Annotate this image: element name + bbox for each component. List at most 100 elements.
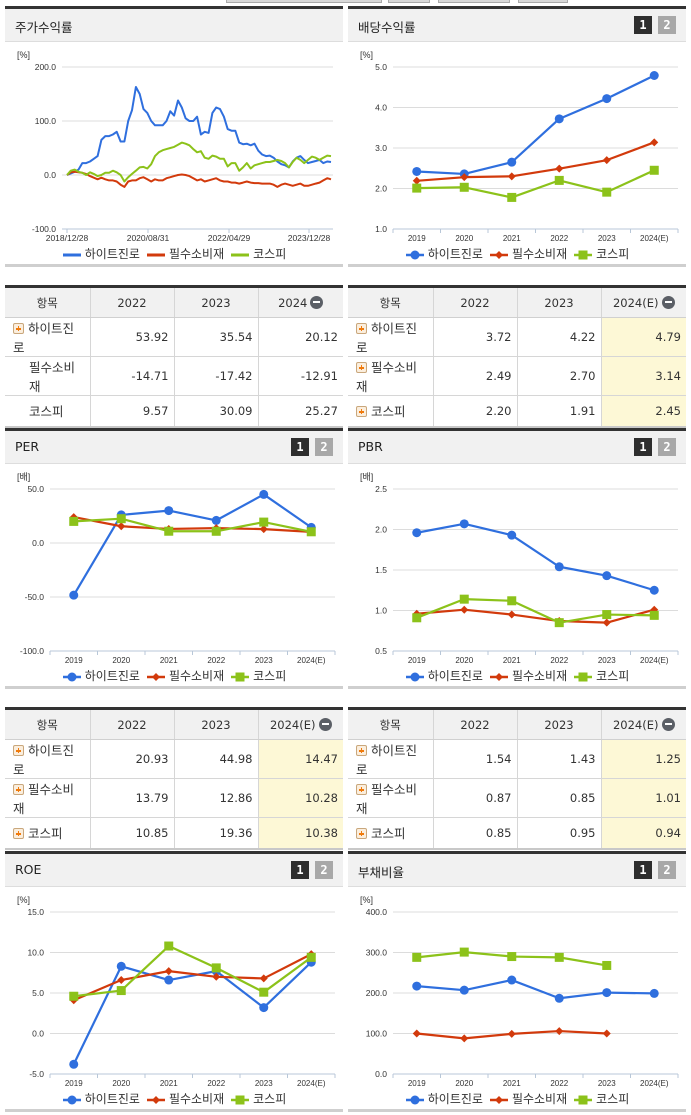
data-point-square xyxy=(578,1095,588,1104)
collapse-minus-icon[interactable] xyxy=(661,717,675,731)
collapse-minus-icon[interactable] xyxy=(318,717,332,731)
y-tick-label: 1.0 xyxy=(375,224,387,234)
row-label[interactable]: 코스피 xyxy=(348,395,434,427)
legend-item[interactable]: 필수소비재 xyxy=(146,667,224,684)
y-tick-label: 300.0 xyxy=(366,948,388,958)
page-1-button[interactable]: 1 xyxy=(291,861,309,879)
legend-item[interactable]: 코스피 xyxy=(573,245,629,262)
table-row: 하이트진로 53.92 35.54 20.12 xyxy=(5,317,343,357)
legend-item[interactable]: 코스피 xyxy=(230,667,286,684)
pbr-panel: PBR 1 2 [배] 2.5 2.0 1.5 1.0 0.5 2019 2020 2021 20… xyxy=(348,428,686,689)
cell-value: -14.71 xyxy=(90,356,175,396)
page-2-button[interactable]: 2 xyxy=(315,438,333,456)
column-header-year: 2024(E) xyxy=(601,286,686,318)
legend-item[interactable]: 코스피 xyxy=(230,1090,286,1107)
row-label[interactable]: 필수소비재 xyxy=(348,778,434,818)
expand-plus-icon[interactable] xyxy=(356,406,367,418)
top-tab[interactable] xyxy=(518,0,568,3)
x-tick-label: 2019 xyxy=(408,234,426,243)
top-tab[interactable] xyxy=(388,0,430,3)
legend-item[interactable]: 코스피 xyxy=(573,1090,629,1107)
legend-item[interactable]: 하이트진로 xyxy=(62,667,140,684)
top-tab[interactable] xyxy=(226,0,382,3)
y-tick-label: 100.0 xyxy=(366,1029,388,1039)
legend-label: 필수소비재 xyxy=(168,669,225,683)
row-label[interactable]: 하이트진로 xyxy=(348,739,434,779)
data-point-circle xyxy=(259,1003,269,1013)
legend-item[interactable]: 하이트진로 xyxy=(405,667,483,684)
cell-value: 0.87 xyxy=(433,778,518,818)
y-tick-label: 2.0 xyxy=(375,525,387,535)
legend-item[interactable]: 코스피 xyxy=(573,667,629,684)
page-2-button[interactable]: 2 xyxy=(658,16,676,34)
row-label[interactable]: 필수소비재 xyxy=(5,778,91,818)
y-tick-label: 5.0 xyxy=(375,62,387,72)
legend-item[interactable]: 하이트진로 xyxy=(62,245,140,262)
legend-item[interactable]: 하이트진로 xyxy=(62,1090,140,1107)
column-header-year: 2023 xyxy=(174,286,259,318)
data-point-diamond xyxy=(412,176,421,185)
unit-label: [배] xyxy=(17,472,30,482)
x-tick-label: 2021 xyxy=(503,656,521,665)
cell-value: 14.47 xyxy=(258,739,343,779)
x-tick-label: 2022 xyxy=(550,234,568,243)
page-1-button[interactable]: 1 xyxy=(291,438,309,456)
y-tick-label: -100.0 xyxy=(20,646,44,656)
data-point-diamond xyxy=(494,250,503,259)
legend-item[interactable]: 코스피 xyxy=(230,245,286,262)
cell-value: 2.70 xyxy=(517,356,602,396)
legend-item[interactable]: 필수소비재 xyxy=(146,1090,224,1107)
legend-label: 코스피 xyxy=(253,1092,287,1106)
data-point-diamond xyxy=(555,164,564,173)
y-tick-label: 1.0 xyxy=(375,606,387,616)
expand-plus-icon[interactable] xyxy=(356,323,367,334)
y-tick-label: 1.5 xyxy=(375,565,387,575)
row-label[interactable]: 코스피 xyxy=(348,817,434,849)
series-1 xyxy=(69,950,316,1005)
series-line xyxy=(66,141,332,183)
page-2-button[interactable]: 2 xyxy=(315,861,333,879)
expand-plus-icon[interactable] xyxy=(356,745,367,756)
legend-item[interactable]: 필수소비재 xyxy=(489,1090,567,1107)
column-header-item: 항목 xyxy=(348,708,434,740)
expand-plus-icon[interactable] xyxy=(13,745,24,756)
table-row: 필수소비재 2.49 2.70 3.14 xyxy=(348,356,686,396)
cell-value: 25.27 xyxy=(305,403,338,418)
page-2-button[interactable]: 2 xyxy=(658,861,676,879)
row-label[interactable]: 하이트진로 xyxy=(348,317,434,357)
legend-item[interactable]: 하이트진로 xyxy=(405,245,483,262)
legend-item[interactable]: 필수소비재 xyxy=(146,245,224,262)
row-label[interactable]: 하이트진로 xyxy=(5,317,91,357)
expand-plus-icon[interactable] xyxy=(356,784,367,795)
row-label[interactable]: 필수소비재 xyxy=(348,356,434,396)
collapse-minus-icon[interactable] xyxy=(310,295,324,309)
data-point-diamond xyxy=(602,156,611,165)
legend-item[interactable]: 하이트진로 xyxy=(405,1090,483,1107)
page-1-button[interactable]: 1 xyxy=(634,438,652,456)
expand-plus-icon[interactable] xyxy=(13,784,24,795)
collapse-minus-icon[interactable] xyxy=(661,295,675,309)
data-point-circle xyxy=(69,1059,79,1069)
page-1-button[interactable]: 1 xyxy=(634,16,652,34)
row-label: 코스피 xyxy=(5,395,91,427)
row-label[interactable]: 코스피 xyxy=(5,817,91,849)
series-1 xyxy=(412,138,659,185)
cell-value: 3.14 xyxy=(601,356,686,396)
expand-plus-icon[interactable] xyxy=(13,828,24,840)
x-tick-label: 2021 xyxy=(160,1079,178,1088)
dividend-yield-chart: [%]5.0 4.0 3.0 2.0 1.0 2019 2020 2021 2022 2023 20… xyxy=(360,50,679,243)
expand-plus-icon[interactable] xyxy=(356,362,367,373)
data-point-square xyxy=(412,613,422,623)
row-label[interactable]: 하이트진로 xyxy=(5,739,91,779)
chart-legend: 하이트진로 필수소비재 코스피 xyxy=(348,1090,686,1107)
legend-item[interactable]: 필수소비재 xyxy=(489,245,567,262)
legend-label: 하이트진로 xyxy=(427,247,483,261)
page-1-button[interactable]: 1 xyxy=(634,861,652,879)
series-1 xyxy=(412,1027,611,1043)
expand-plus-icon[interactable] xyxy=(356,828,367,840)
expand-plus-icon[interactable] xyxy=(13,323,24,334)
page-2-button[interactable]: 2 xyxy=(658,438,676,456)
data-point-circle xyxy=(554,993,564,1003)
top-tab[interactable] xyxy=(438,0,510,3)
legend-item[interactable]: 필수소비재 xyxy=(489,667,567,684)
